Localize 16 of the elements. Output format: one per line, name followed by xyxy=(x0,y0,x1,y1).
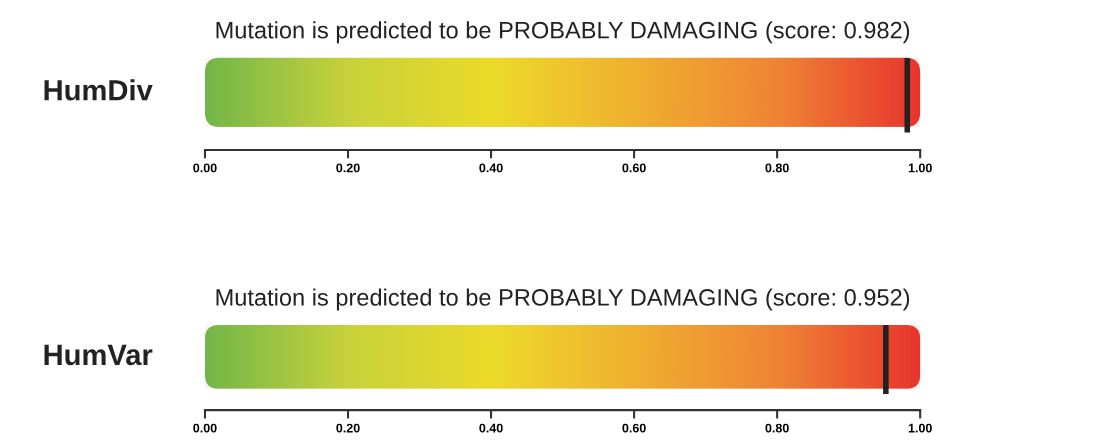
x-tick-label: 0.40 xyxy=(479,423,503,433)
x-tick-label: 1.00 xyxy=(908,423,932,433)
y-axis-title: HumVar xyxy=(44,344,153,366)
x-tick-label: 0.80 xyxy=(765,423,789,433)
chart-title: Mutation is predicted to be PROBABLY DAMAGING (score: 0.952) xyxy=(216,288,910,311)
x-tick-label: 0.20 xyxy=(336,423,360,433)
chart-title: Mutation is predicted to be PROBABLY DAMAGING (score: 0.982) xyxy=(216,21,910,44)
x-tick-label: 0.20 xyxy=(336,163,360,173)
x-tick-label: 0.40 xyxy=(479,163,503,173)
x-tick-label: 0.00 xyxy=(193,423,217,433)
x-tick-label: 0.60 xyxy=(622,423,646,433)
x-tick-label: 0.80 xyxy=(765,163,789,173)
y-axis-title: HumDiv xyxy=(44,79,153,101)
x-tick-label: 0.00 xyxy=(193,163,217,173)
x-tick-label: 1.00 xyxy=(908,163,932,173)
x-tick-label: 0.60 xyxy=(622,163,646,173)
